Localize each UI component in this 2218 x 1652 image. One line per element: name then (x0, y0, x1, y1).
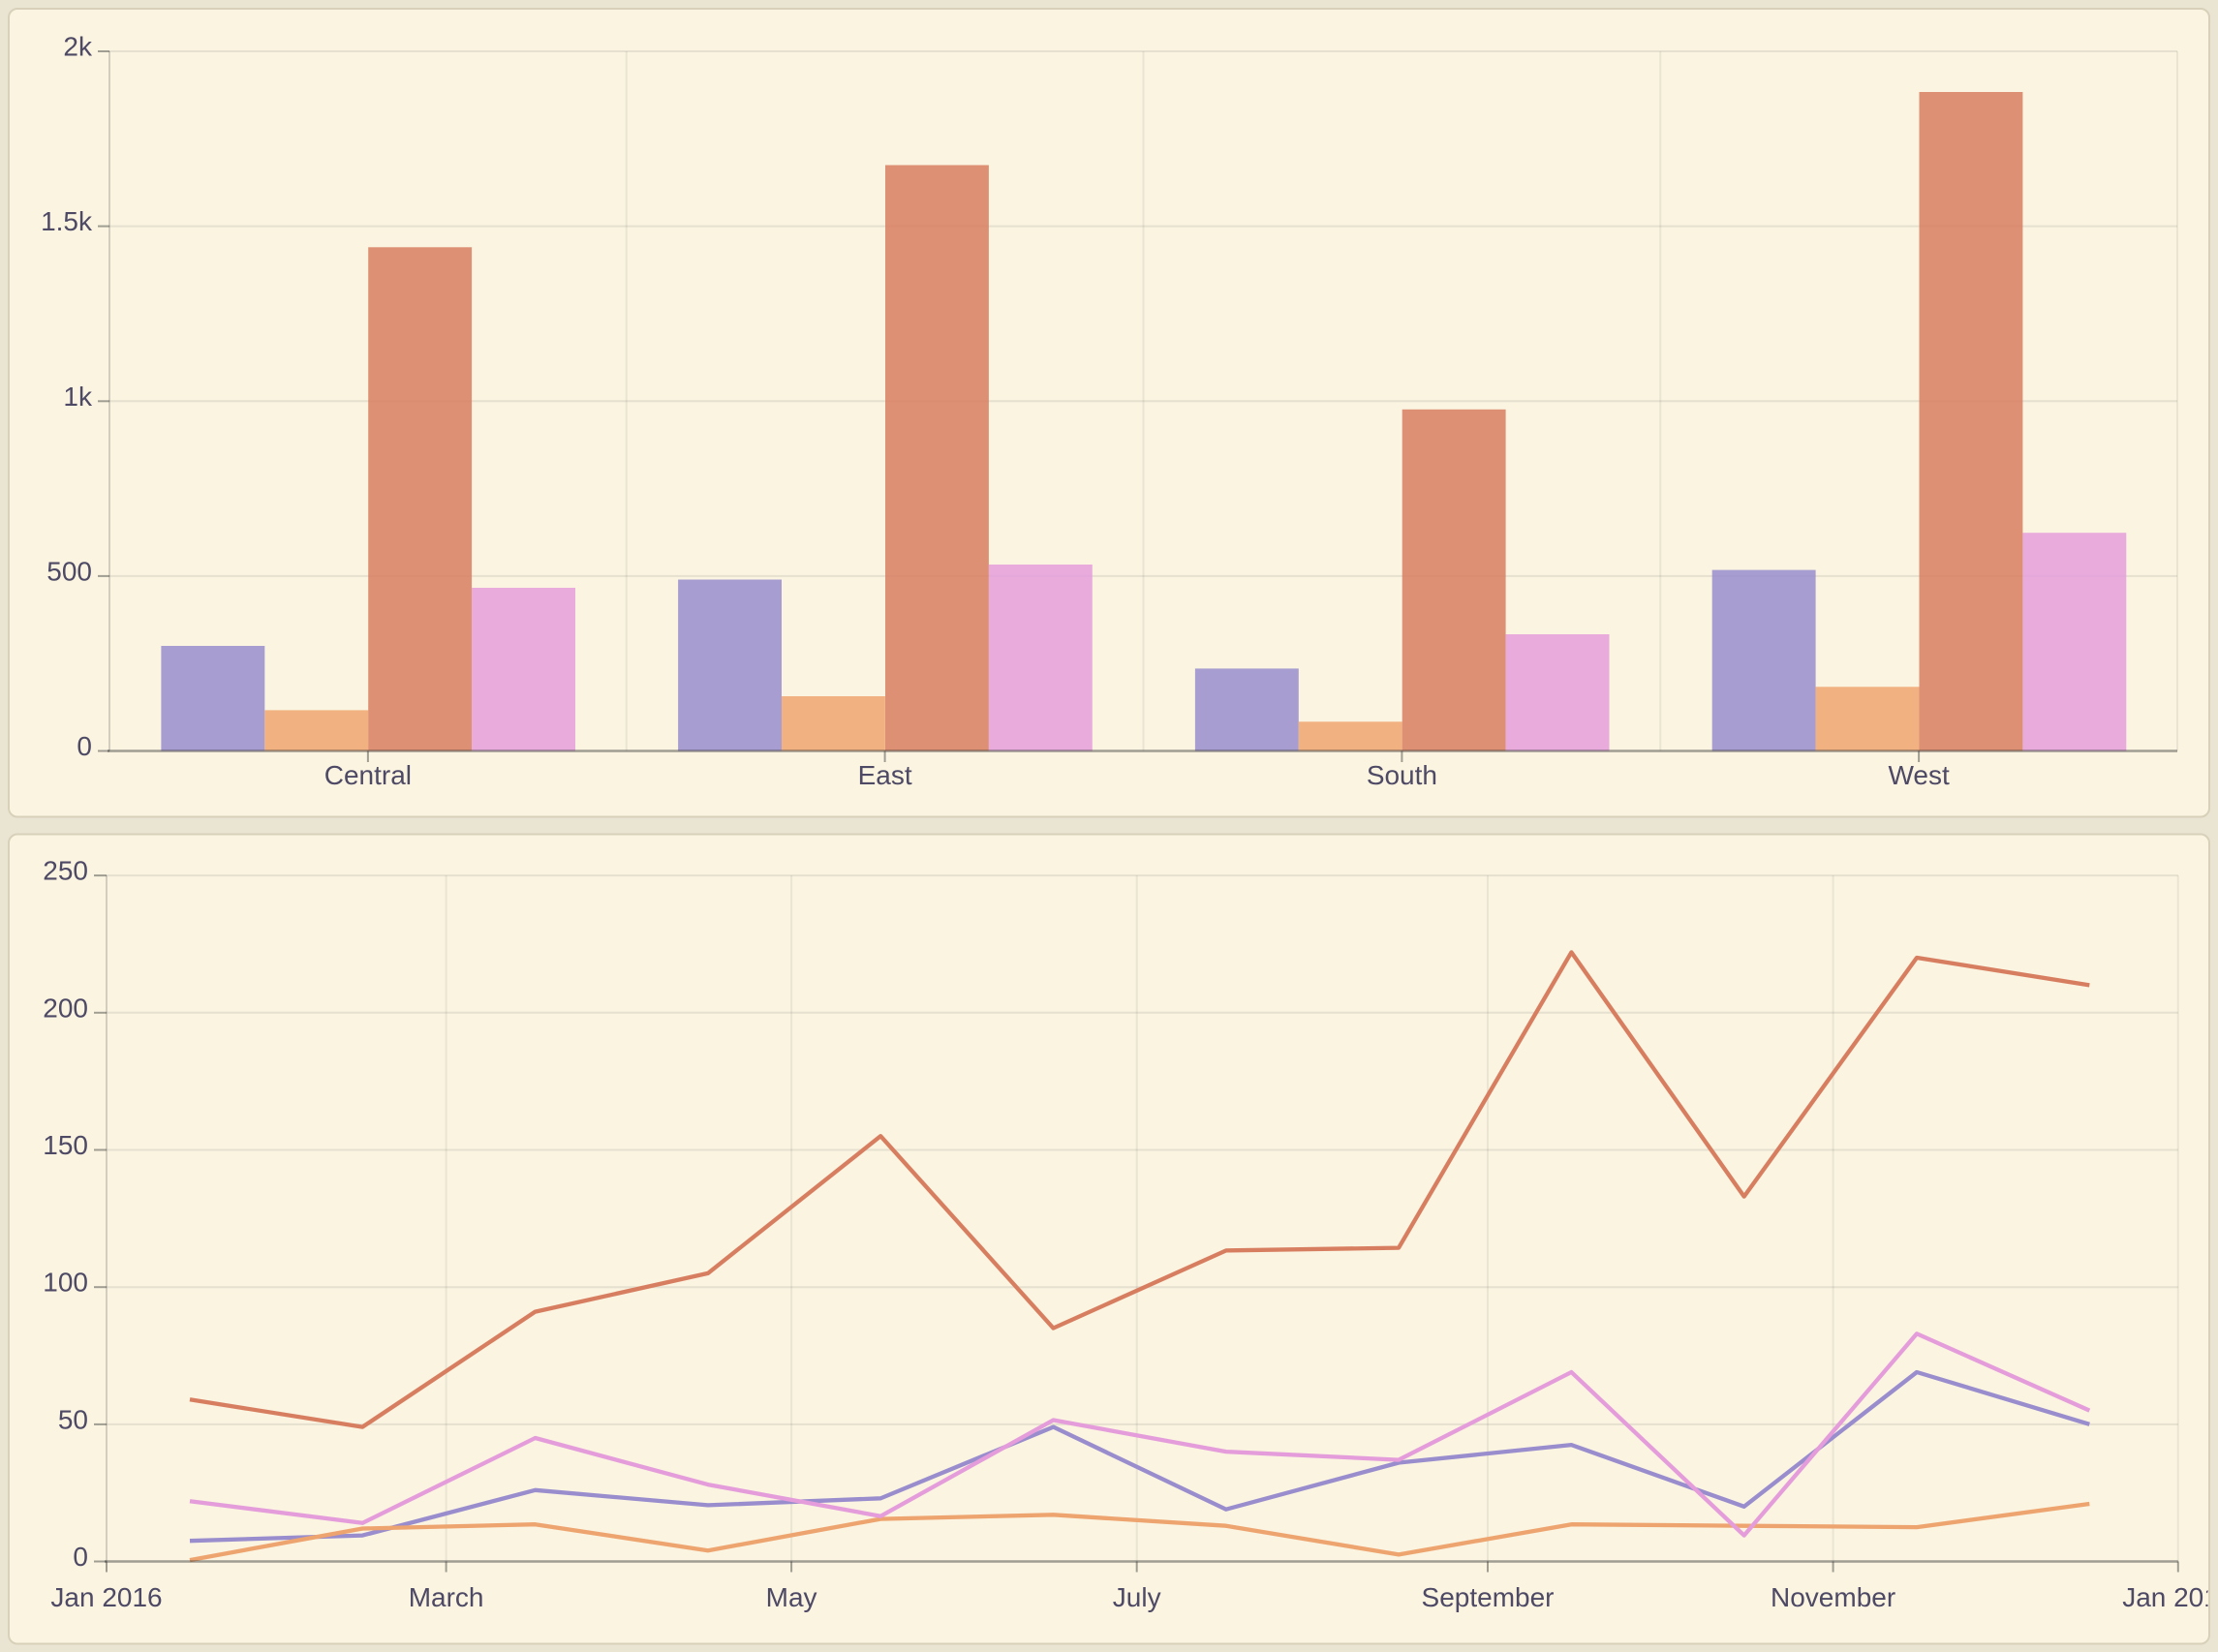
svg-text:50: 50 (58, 1404, 88, 1434)
svg-text:0: 0 (73, 1542, 88, 1572)
svg-text:1.5k: 1.5k (41, 206, 93, 236)
svg-text:May: May (766, 1582, 817, 1612)
svg-text:July: July (1113, 1582, 1161, 1612)
svg-text:2k: 2k (63, 32, 93, 62)
svg-text:September: September (1422, 1582, 1555, 1612)
svg-text:1k: 1k (63, 382, 93, 412)
svg-text:200: 200 (43, 993, 88, 1023)
svg-text:150: 150 (43, 1130, 88, 1160)
svg-text:500: 500 (46, 556, 92, 586)
svg-text:250: 250 (43, 856, 88, 886)
svg-text:South: South (1367, 760, 1437, 790)
svg-text:100: 100 (43, 1268, 88, 1298)
svg-text:Jan 2017: Jan 2017 (2122, 1582, 2218, 1612)
svg-text:Jan 2016: Jan 2016 (50, 1582, 162, 1612)
svg-text:West: West (1888, 760, 1949, 790)
svg-text:March: March (409, 1582, 484, 1612)
svg-text:Central: Central (324, 760, 412, 790)
svg-text:East: East (858, 760, 912, 790)
svg-text:November: November (1771, 1582, 1895, 1612)
svg-text:0: 0 (77, 731, 92, 761)
